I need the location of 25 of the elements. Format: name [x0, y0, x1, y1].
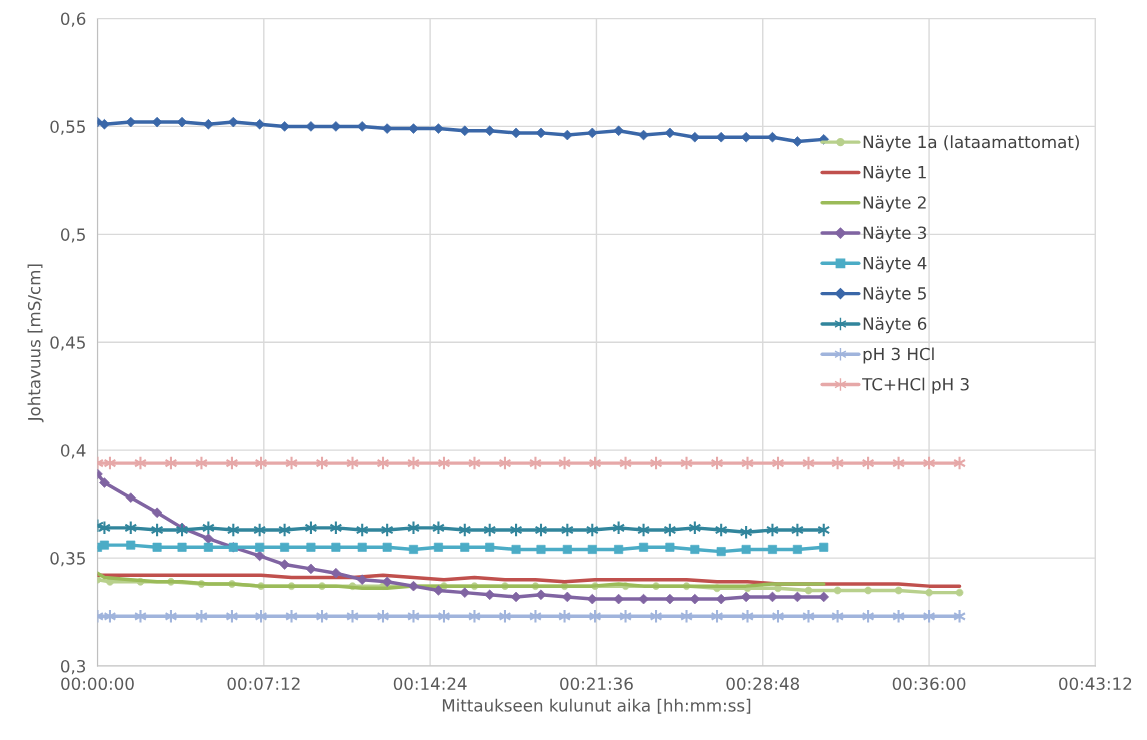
y-tick-label: 0,55: [50, 120, 85, 135]
y-tick-label: 0,5: [60, 228, 85, 243]
x-tick-label: 00:07:12: [227, 677, 300, 691]
legend-label: Näyte 1: [863, 165, 926, 182]
x-axis-title: Mittaukseen kulunut aika [hh:mm:ss]: [442, 698, 751, 714]
legend-label: TC+HCl pH 3: [862, 377, 969, 394]
y-tick-label: 0,4: [60, 444, 86, 459]
legend-label: Näyte 4: [863, 256, 927, 273]
y-tick-label: 0,45: [50, 336, 85, 351]
x-tick-label: 00:14:24: [393, 677, 467, 691]
legend-label: Näyte 3: [863, 226, 927, 243]
legend-label: Näyte 2: [863, 195, 926, 213]
x-tick-label: 00:28:48: [726, 677, 800, 691]
legend-label: Näyte 6: [863, 317, 927, 334]
y-tick-label: 0,6: [60, 12, 86, 27]
x-tick-label: 00:36:00: [892, 677, 966, 691]
legend-label: Näyte 5: [863, 286, 926, 303]
legend-label: Näyte 1a (lataamattomat): [863, 135, 1079, 152]
legend-label: pH 3 HCl: [863, 347, 934, 364]
x-tick-label: 00:00:00: [61, 677, 134, 691]
x-tick-label: 00:21:36: [560, 677, 633, 691]
y-axis-title: Johtavuus [mS/cm]: [27, 264, 44, 423]
x-tick-label: 00:43:12: [1059, 677, 1132, 691]
y-tick-label: 0,3: [60, 659, 86, 675]
y-tick-label: 0,35: [50, 552, 85, 567]
